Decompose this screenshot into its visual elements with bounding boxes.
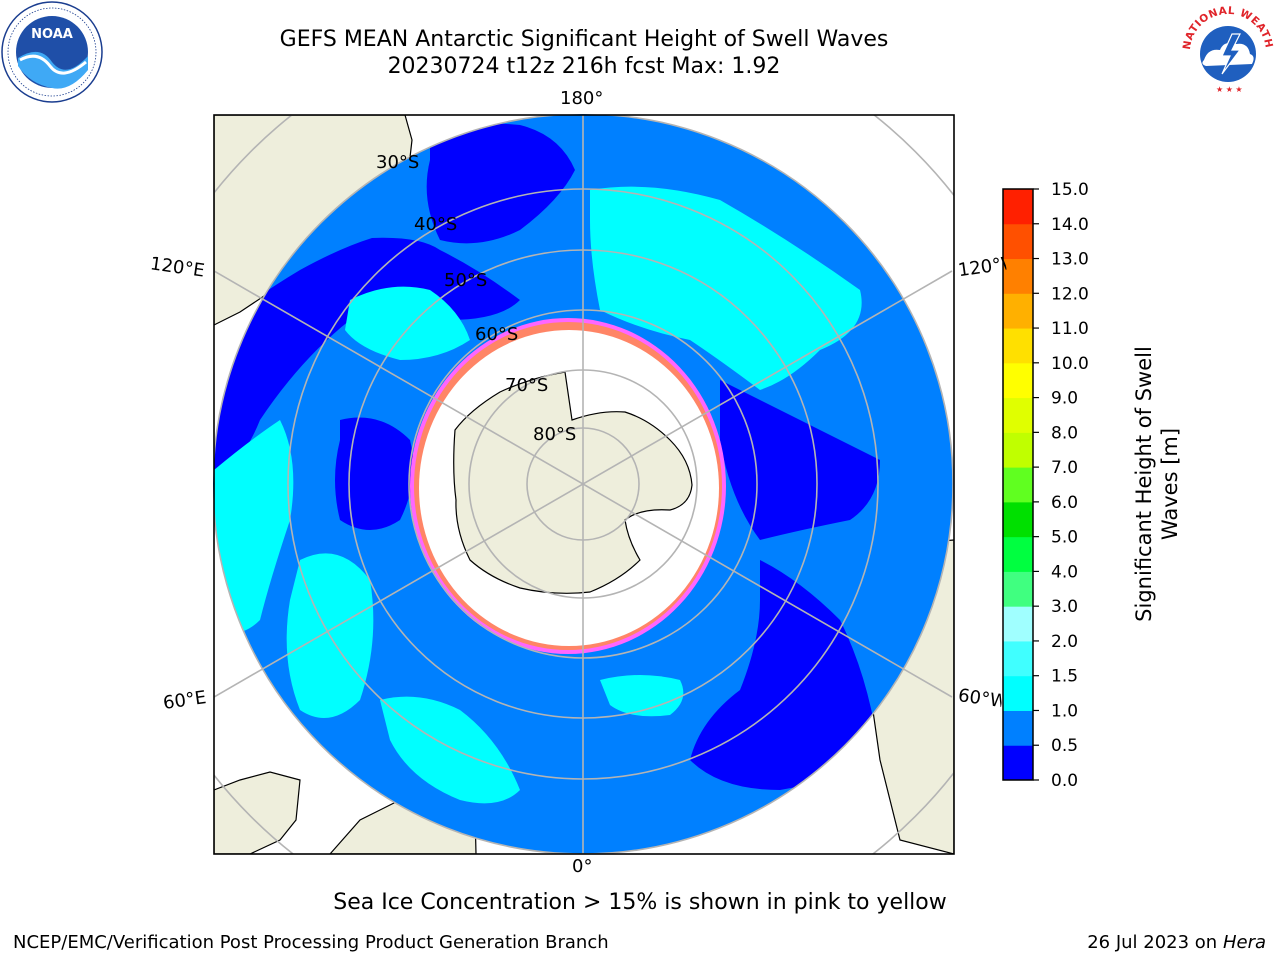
colorbar-segment	[1003, 223, 1033, 260]
colorbar-segment	[1003, 640, 1033, 677]
colorbar-tick-label: 12.0	[1051, 284, 1089, 304]
colorbar-segment	[1003, 745, 1033, 781]
graticule	[214, 115, 954, 854]
national-weather-service-logo-icon: NATIONAL WEATHER SERVICE ★ ★ ★	[1176, 0, 1274, 98]
colorbar-tick-label: 1.5	[1051, 667, 1078, 687]
lat-label-80s: 80°S	[533, 424, 577, 445]
lat-label-50s: 50°S	[444, 270, 488, 291]
footer-credit: NCEP/EMC/Verification Post Processing Pr…	[13, 932, 609, 953]
sea-ice-note: Sea Ice Concentration > 15% is shown in …	[333, 890, 947, 915]
colorbar-title: Significant Height of Swell Waves [m]	[1132, 346, 1182, 622]
colorbar-segment	[1003, 675, 1033, 711]
swell-region-high	[380, 696, 520, 804]
colorbar-segment	[1003, 467, 1033, 503]
colorbar-segment	[1003, 571, 1033, 607]
colorbar-frame	[1002, 188, 1034, 781]
colorbar-tick-label: 10.0	[1051, 354, 1089, 374]
colorbar-tick-label: 14.0	[1051, 215, 1089, 235]
colorbar-tick-label: 11.0	[1051, 319, 1089, 339]
map-frame	[213, 114, 955, 855]
swell-region-low	[335, 417, 414, 530]
footer-date: 26 Jul 2023 on Hera	[1087, 932, 1266, 953]
colorbar-tick-label: 6.0	[1051, 493, 1078, 513]
lat-label-30s: 30°S	[376, 152, 420, 173]
colorbar-segment	[1003, 606, 1033, 642]
colorbar-tick-label: 8.0	[1051, 423, 1078, 443]
colorbar-segment	[1003, 293, 1033, 329]
lon-label-180: 180°	[560, 88, 604, 109]
colorbar-segment	[1003, 362, 1033, 399]
colorbar-tick-label: 2.0	[1051, 632, 1078, 652]
colorbar-tick-label: 0.5	[1051, 736, 1078, 756]
swell-region-low	[690, 560, 880, 790]
antarctica-landmass	[453, 371, 693, 594]
noaa-logo-text: NOAA	[31, 27, 73, 42]
swell-region-high	[214, 420, 294, 634]
africa-landmass	[214, 771, 301, 854]
lon-label-0: 0°	[572, 856, 593, 877]
lat-label-70s: 70°S	[505, 375, 549, 396]
colorbar-tick-label: 4.0	[1051, 562, 1078, 582]
colorbar-tick-label: 9.0	[1051, 389, 1078, 409]
colorbar-segment	[1003, 501, 1033, 538]
swell-region-high	[345, 286, 470, 360]
chart-title: GEFS MEAN Antarctic Significant Height o…	[279, 27, 889, 52]
colorbar-tick-label: 1.0	[1051, 701, 1078, 721]
colorbar-segment	[1003, 710, 1033, 746]
colorbar-tick-label: 3.0	[1051, 597, 1078, 617]
noaa-logo-icon: NOAA	[1, 1, 103, 103]
colorbar-tick-label: 0.0	[1051, 771, 1078, 791]
lat-label-60s: 60°S	[475, 324, 519, 345]
colorbar-segment	[1003, 258, 1033, 294]
swell-region-high	[600, 675, 684, 717]
chart-subtitle: 20230724 t12z 216h fcst Max: 1.92	[387, 54, 781, 79]
colorbar-segment	[1003, 189, 1033, 225]
colorbar-tick-label: 13.0	[1051, 250, 1089, 270]
colorbar-tick-label: 5.0	[1051, 528, 1078, 548]
colorbar-tick-label: 15.0	[1051, 180, 1089, 200]
colorbar-segment	[1003, 536, 1033, 572]
footer-date-text: 26 Jul 2023 on	[1087, 932, 1223, 953]
svg-text:★ ★ ★: ★ ★ ★	[1216, 85, 1243, 94]
colorbar: 0.0 0.5 1.0 1.5 2.0 3.0 4.0 5.0 6.0 7.0 8.0 9.0 10.0…	[1002, 180, 1089, 791]
swell-region-low	[720, 380, 880, 540]
colorbar-segment	[1003, 397, 1033, 433]
footer-host: Hera	[1222, 932, 1266, 953]
colorbar-tick-label: 7.0	[1051, 458, 1078, 478]
colorbar-segment	[1003, 432, 1033, 468]
swell-region-high	[590, 186, 862, 390]
lat-label-40s: 40°S	[414, 214, 458, 235]
colorbar-segment	[1003, 328, 1033, 364]
